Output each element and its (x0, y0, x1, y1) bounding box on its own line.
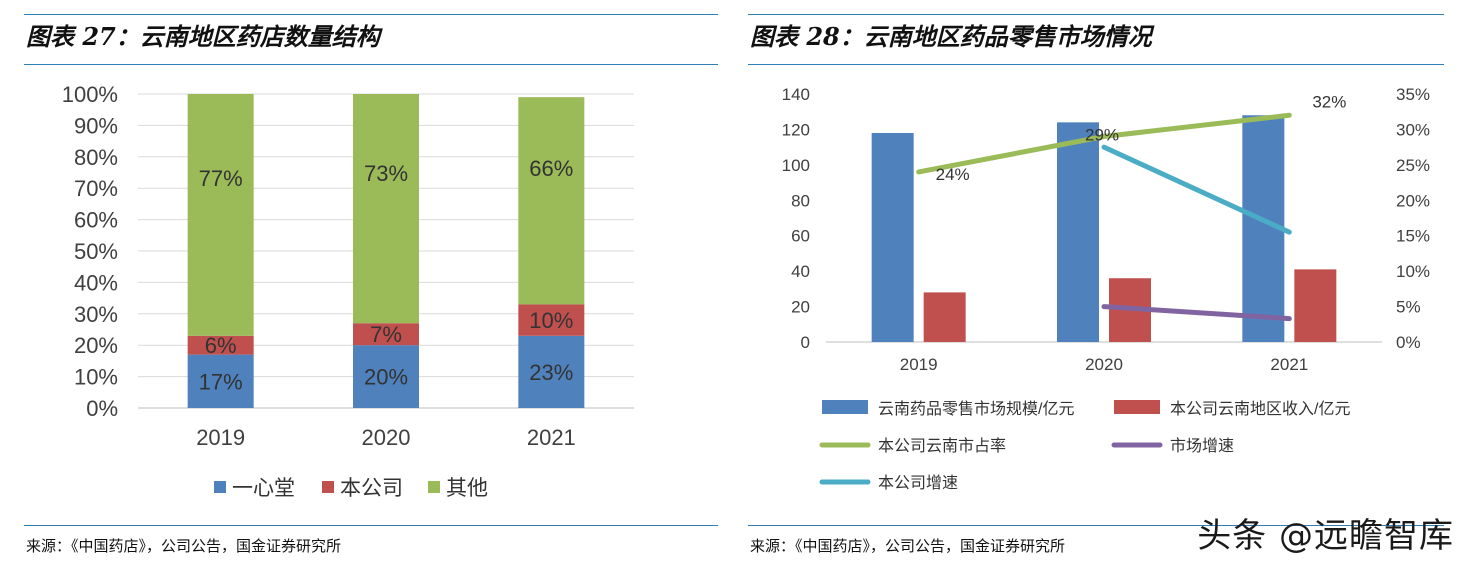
legend-label: 本公司增速 (878, 474, 958, 492)
series-line (1101, 304, 1292, 322)
data-label: 6% (205, 333, 237, 358)
bar (1294, 269, 1337, 342)
y-left-tick-label: 120 (782, 120, 810, 139)
y-right-tick-label: 0% (1396, 333, 1421, 352)
bar-segment (187, 354, 254, 408)
y-tick-label: 10% (74, 365, 118, 390)
y-left-tick-label: 80 (791, 191, 810, 210)
legend-label: 其他 (446, 477, 488, 500)
x-tick-label: 2021 (1270, 355, 1308, 374)
y-left-tick-label: 140 (782, 85, 810, 104)
data-label: 73% (364, 161, 408, 186)
legend-label: 本公司云南地区收入/亿元 (1170, 400, 1350, 418)
y-left-tick-label: 100 (782, 156, 810, 175)
data-label: 23% (529, 360, 573, 385)
legend-swatch (428, 481, 440, 493)
source-rule (24, 525, 718, 526)
bar-segment (518, 97, 585, 305)
source-rule (748, 525, 1444, 526)
title-top-rule (748, 14, 1444, 15)
bar-segment (518, 335, 585, 408)
data-label: 77% (199, 166, 243, 191)
y-tick-label: 0% (86, 396, 118, 421)
title-top-rule (24, 14, 718, 15)
y-right-tick-label: 10% (1396, 262, 1430, 281)
data-label: 20% (364, 365, 408, 390)
source-note: 来源：《中国药店》，公司公告，国金证券研究所 (26, 537, 342, 555)
bar-segment (353, 345, 419, 408)
y-tick-label: 50% (74, 239, 118, 264)
y-left-tick-label: 0 (801, 333, 810, 352)
legend-label: 云南药品零售市场规模/亿元 (878, 400, 1074, 418)
y-right-tick-label: 15% (1396, 227, 1430, 246)
x-tick-label: 2020 (1085, 355, 1123, 374)
y-tick-label: 40% (74, 270, 118, 295)
y-right-tick-label: 25% (1396, 156, 1430, 175)
series-line (916, 112, 1292, 175)
data-label: 17% (199, 369, 243, 394)
legend-swatch (1114, 400, 1160, 414)
bar (871, 132, 914, 342)
y-right-tick-label: 35% (1396, 85, 1430, 104)
legend-label: 一心堂 (232, 477, 295, 500)
legend-swatch (322, 481, 334, 493)
stacked-bar-chart: 0% 10% 20% 30% 40% 50% 60% 70% 80% 90% 100% 17% 6% 77… (62, 82, 634, 500)
data-label: 32% (1312, 92, 1346, 111)
series-line (1101, 144, 1292, 235)
bar-segment (353, 323, 419, 346)
y-right-tick-label: 5% (1396, 298, 1421, 317)
data-label: 29% (1085, 126, 1119, 145)
data-label: 7% (370, 322, 402, 347)
legend-label: 本公司云南市占率 (878, 437, 1006, 455)
bar-segment (187, 94, 254, 336)
x-tick-label: 2020 (362, 425, 411, 450)
y-tick-label: 70% (74, 176, 118, 201)
y-tick-label: 100% (62, 82, 118, 107)
combo-bar-line-chart: 0 20 40 60 80 100 120 140 0% 5% 10% 15% 20% 25% 30% 35%… (782, 85, 1430, 492)
y-right-tick-label: 30% (1396, 120, 1430, 139)
bar (923, 292, 966, 342)
y-left-tick-label: 60 (791, 227, 810, 246)
left-chart-panel: 图表 27：云南地区药店数量结构 0% 10% 20% 30% 40% 50% 60% 70%… (0, 0, 724, 564)
title-bottom-rule (748, 64, 1444, 65)
bar-segment (187, 335, 254, 355)
watermark: 头条 @远瞻智库 (1197, 516, 1454, 556)
chart-title: 图表 28：云南地区药品零售市场情况 (750, 22, 1152, 51)
y-tick-label: 30% (74, 302, 118, 327)
x-tick-label: 2019 (900, 355, 938, 374)
y-tick-label: 90% (74, 113, 118, 138)
bar-segment (518, 304, 585, 336)
chart-title: 图表 27：云南地区药店数量结构 (26, 22, 380, 51)
legend-label: 市场增速 (1170, 437, 1234, 455)
legend-swatch (822, 400, 868, 414)
y-tick-label: 80% (74, 145, 118, 170)
title-bottom-rule (24, 64, 718, 65)
y-tick-label: 20% (74, 333, 118, 358)
legend-swatch (214, 481, 226, 493)
y-right-tick-label: 20% (1396, 191, 1430, 210)
legend-label: 本公司 (340, 477, 403, 500)
data-label: 66% (529, 156, 573, 181)
x-tick-label: 2021 (527, 425, 576, 450)
y-left-tick-label: 40 (791, 262, 810, 281)
data-label: 24% (936, 165, 970, 184)
right-chart-panel: 图表 28：云南地区药品零售市场情况 0 20 40 60 80 100 120 140 0% 5… (744, 0, 1472, 564)
source-note: 来源：《中国药店》，公司公告，国金证券研究所 (750, 537, 1066, 555)
y-left-tick-label: 20 (791, 298, 810, 317)
bar (1057, 122, 1099, 342)
x-tick-label: 2019 (196, 425, 245, 450)
data-label: 10% (529, 308, 573, 333)
bar-segment (353, 94, 419, 324)
y-tick-label: 60% (74, 208, 118, 233)
